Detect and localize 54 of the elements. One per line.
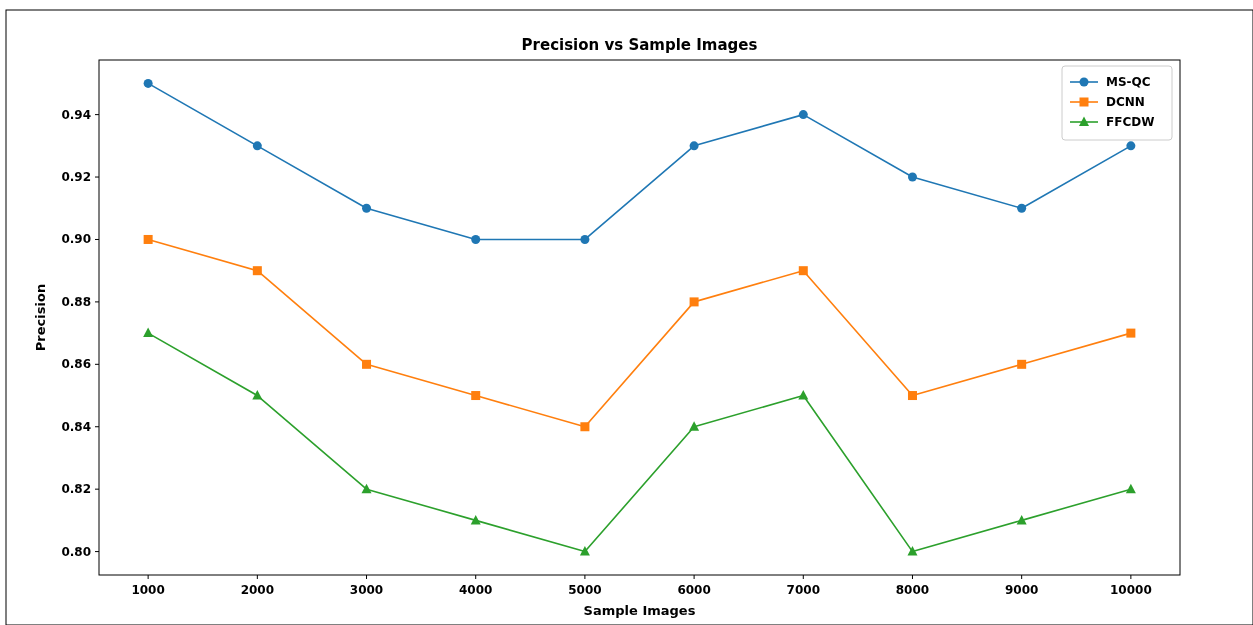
- y-tick-label: 0.86: [61, 357, 91, 372]
- x-tick-label: 7000: [786, 583, 820, 597]
- x-tick-label: 9000: [1004, 583, 1039, 597]
- point: [1126, 141, 1136, 151]
- y-tick-label: 0.94: [61, 107, 91, 122]
- point: [470, 514, 481, 525]
- legend-label: FFCDW: [1106, 115, 1155, 129]
- point: [143, 234, 153, 244]
- legend-label: MS-QC: [1106, 75, 1151, 89]
- x-tick-label: 3000: [349, 583, 384, 597]
- point: [1125, 483, 1136, 494]
- x-tick-label: 8000: [895, 583, 930, 597]
- point: [580, 422, 590, 432]
- point: [362, 359, 372, 369]
- x-tick-label: 6000: [677, 583, 711, 597]
- point: [471, 234, 481, 244]
- point: [907, 172, 917, 182]
- point: [1126, 328, 1136, 338]
- legend-label: DCNN: [1106, 95, 1145, 109]
- y-tick-label: 0.82: [61, 482, 91, 497]
- point: [798, 266, 808, 276]
- point: [1017, 359, 1027, 369]
- point: [362, 203, 372, 213]
- point: [798, 390, 809, 400]
- point: [907, 391, 917, 401]
- point: [689, 421, 700, 431]
- point: [1017, 203, 1027, 213]
- x-tick-label: 1000: [131, 583, 165, 597]
- x-tick-label: 10000: [1109, 583, 1152, 597]
- chart-title: Precision vs Sample Images: [521, 36, 758, 54]
- y-tick-label: 0.84: [61, 419, 91, 434]
- point: [580, 234, 590, 244]
- point: [907, 546, 918, 556]
- y-tick-label: 0.80: [61, 544, 91, 559]
- y-tick-label: 0.92: [61, 170, 91, 185]
- point: [252, 141, 262, 151]
- point: [1016, 514, 1027, 525]
- point: [252, 266, 262, 276]
- point: [361, 483, 372, 494]
- x-tick-label: 4000: [459, 583, 493, 597]
- x-axis-title: Sample Images: [583, 603, 696, 618]
- y-axis-title: Precision: [33, 283, 48, 352]
- point: [143, 78, 153, 88]
- x-tick-label: 2000: [240, 583, 275, 597]
- y-tick-label: 0.90: [61, 232, 91, 247]
- point: [252, 390, 263, 400]
- y-tick-label: 0.88: [61, 294, 91, 309]
- point: [689, 297, 699, 307]
- point: [689, 141, 699, 151]
- point: [143, 327, 154, 338]
- point: [579, 546, 590, 556]
- point: [471, 391, 481, 401]
- x-tick-label: 5000: [568, 583, 602, 597]
- point: [798, 110, 808, 120]
